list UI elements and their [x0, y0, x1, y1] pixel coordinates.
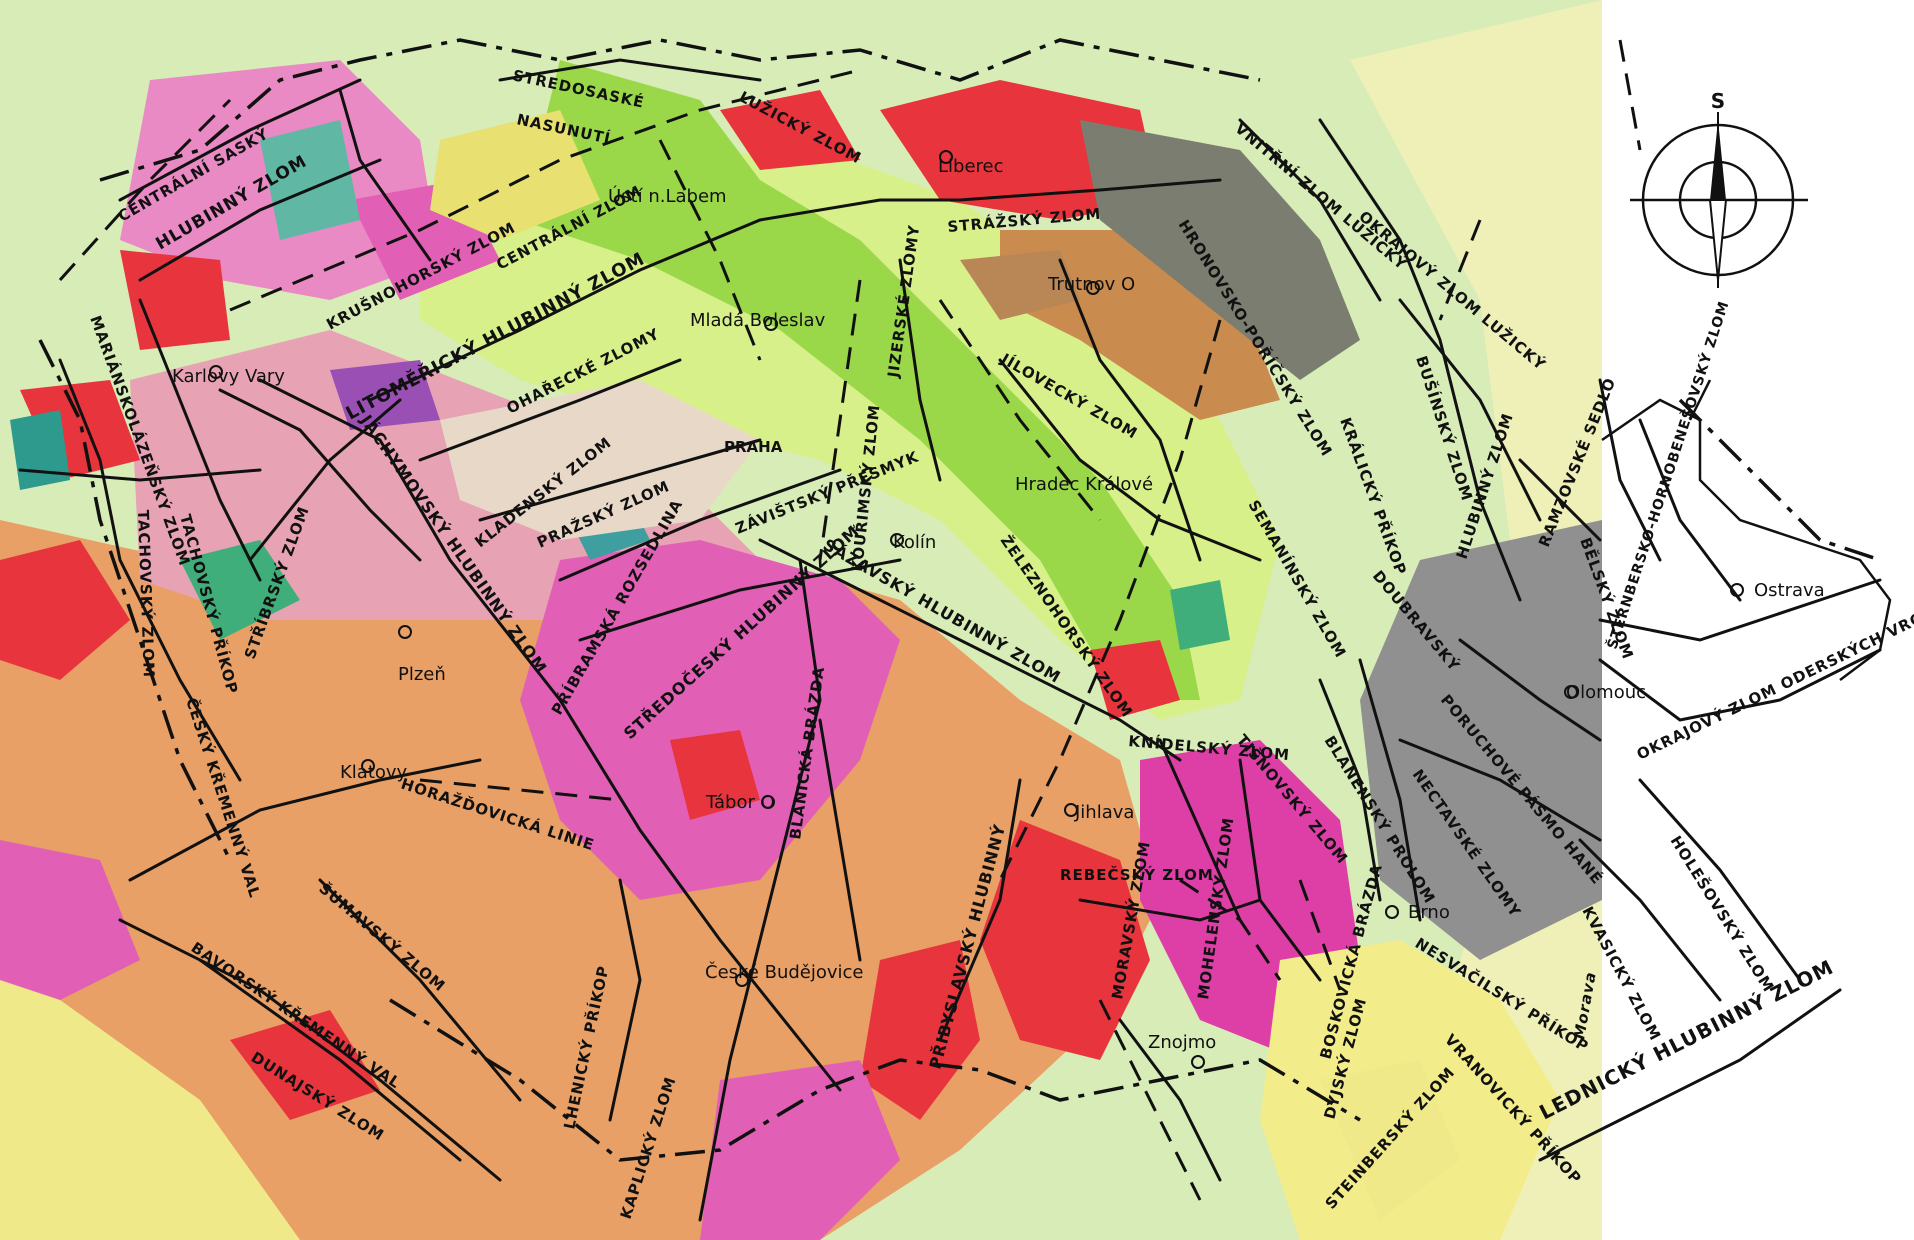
fault-label-holesovsky: HOLEŠOVSKÝ ZLOM [1667, 832, 1779, 996]
city-label-olomouc: Olomouc [1566, 682, 1646, 703]
city-label-hradec: Hradec Králové [1015, 474, 1153, 495]
city-label-ostrava: Ostrava [1754, 580, 1825, 601]
city-label-usti: Ústí n.Labem [608, 185, 727, 207]
city-label-tabor: Tábor O [705, 792, 775, 813]
city-label-brno: Brno [1408, 902, 1450, 923]
city-label-trutnov: Trutnov O [1047, 274, 1135, 295]
compass-north-label: S [1711, 89, 1725, 113]
fault-label-okrajovy-oderskych: OKRAJOVÝ ZLOM ODERSKÝCH VRCHŮ [1633, 596, 1914, 764]
fault-lines [18, 58, 1882, 1222]
fault-lines-dashed [58, 39, 1642, 1201]
city-labels: Liberec Ústí n.Labem Trutnov O Mladá Bol… [172, 156, 1825, 1053]
city-label-mlada-boleslav: Mladá Boleslav [690, 310, 826, 331]
city-label-plzen: Plzeň [398, 664, 446, 685]
city-label-klatovy: Klatovy [340, 762, 408, 783]
state-border [38, 38, 1881, 1162]
city-markers [209, 150, 1744, 1069]
city-label-znojmo: Znojmo [1148, 1032, 1216, 1053]
fault-label-sternbersko: ŠTERNBERSKO-HORNOBENEŠOVSKÝ ZLOM [1603, 298, 1733, 651]
city-label-karlovy-vary: Karlovy Vary [172, 366, 285, 387]
city-label-jihlava: Jihlava [1074, 802, 1134, 823]
fault-label-rebecsky: REBEČSKÝ ZLOM [1060, 865, 1214, 884]
moravia-inset-outline [1601, 379, 1892, 681]
city-label-kolin: Kolín [893, 532, 936, 553]
city-label-praha: PRAHA [724, 438, 783, 456]
city-label-ceske-budejovice: České Budějovice [705, 961, 864, 983]
city-label-liberec: Liberec [938, 156, 1004, 177]
compass-rose [1630, 112, 1808, 288]
geology-layer [0, 0, 1602, 1240]
